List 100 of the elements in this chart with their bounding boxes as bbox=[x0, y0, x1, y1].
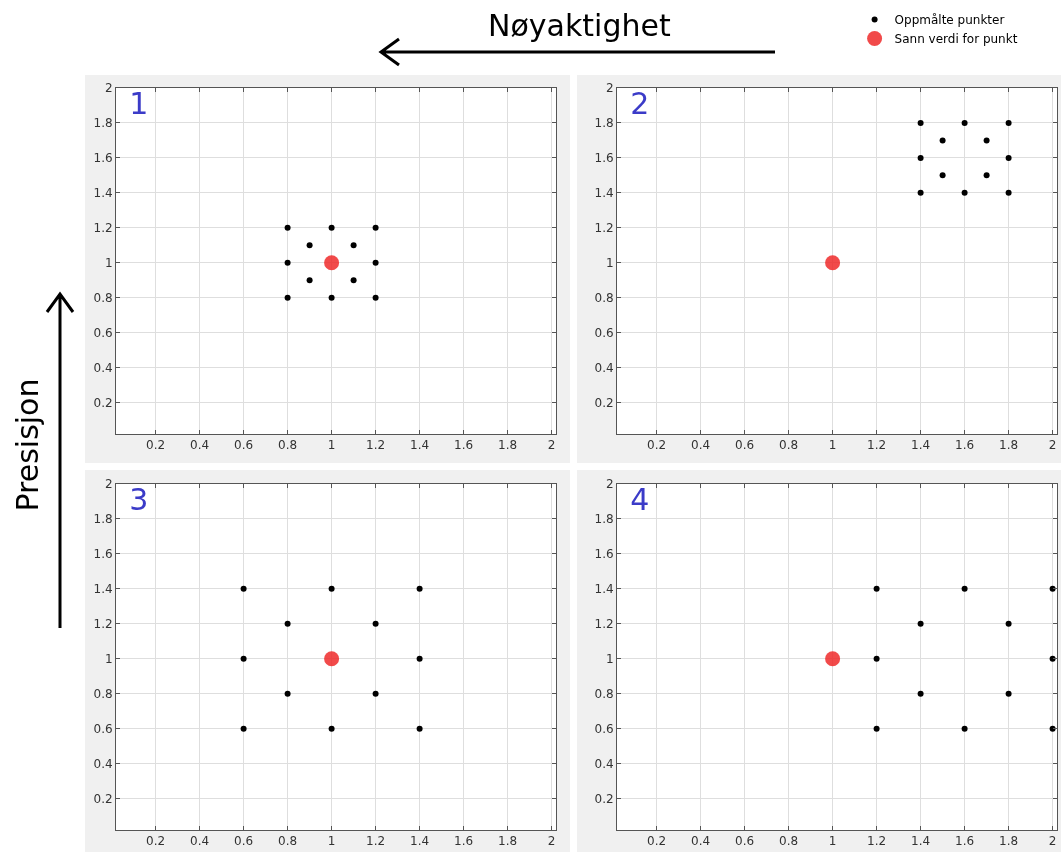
y-tick-label: 0.6 bbox=[594, 325, 614, 340]
x-tick-label: 0.4 bbox=[691, 438, 711, 453]
x-tick-label: 1.6 bbox=[454, 438, 474, 453]
x-tick-label: 1.4 bbox=[911, 834, 931, 849]
point bbox=[416, 585, 423, 592]
point bbox=[328, 224, 335, 231]
chart-title: 1 bbox=[129, 86, 149, 122]
point bbox=[284, 620, 291, 627]
y-tick-label: 1.2 bbox=[594, 617, 614, 631]
y-tick-label: 1 bbox=[605, 651, 614, 666]
x-tick-label: 1.2 bbox=[867, 834, 887, 849]
point bbox=[372, 259, 379, 266]
point bbox=[284, 294, 291, 301]
x-tick-label: 0.2 bbox=[146, 834, 166, 849]
x-tick-label: 0.6 bbox=[234, 834, 254, 849]
y-tick-label: 0.2 bbox=[93, 791, 113, 806]
point bbox=[983, 137, 990, 144]
x-tick-label: 0.8 bbox=[779, 438, 799, 453]
point bbox=[1005, 119, 1012, 126]
point bbox=[240, 725, 247, 732]
point bbox=[240, 585, 247, 592]
x-tick-label: 0.2 bbox=[647, 438, 667, 453]
y-tick-label: 1.6 bbox=[594, 547, 614, 562]
point bbox=[1005, 154, 1012, 161]
x-tick-label: 0.2 bbox=[647, 834, 667, 849]
point bbox=[306, 277, 313, 284]
x-tick-label: 0.6 bbox=[234, 438, 254, 453]
x-tick-label: 1.2 bbox=[867, 438, 887, 453]
point bbox=[917, 154, 924, 161]
point bbox=[240, 655, 247, 662]
y-tick-label: 0.8 bbox=[93, 686, 113, 701]
y-tick-label: 0.2 bbox=[93, 395, 113, 410]
x-tick-label: 2 bbox=[1048, 438, 1057, 453]
x-tick-label: 0.8 bbox=[278, 834, 298, 849]
y-tick-label: 1 bbox=[605, 255, 614, 270]
point bbox=[284, 224, 291, 231]
y-tick-label: 1.6 bbox=[594, 151, 614, 166]
point bbox=[917, 189, 924, 196]
y-tick-label: 0.4 bbox=[594, 756, 614, 771]
point bbox=[416, 725, 423, 732]
x-tick-label: 1.8 bbox=[498, 834, 518, 849]
y-tick-label: 1.8 bbox=[93, 116, 113, 131]
x-tick-label: 1.2 bbox=[366, 834, 386, 849]
y-tick-label: 1.4 bbox=[93, 582, 113, 597]
y-tick-label: 1.6 bbox=[93, 547, 113, 562]
point bbox=[939, 137, 946, 144]
x-tick-label: 1 bbox=[327, 834, 336, 849]
point bbox=[873, 725, 880, 732]
point bbox=[961, 189, 968, 196]
point bbox=[825, 255, 841, 271]
point bbox=[328, 585, 335, 592]
point bbox=[324, 651, 340, 667]
x-tick-label: 0.2 bbox=[146, 438, 166, 453]
x-tick-label: 1.8 bbox=[999, 834, 1019, 849]
y-tick-label: 0.2 bbox=[594, 791, 614, 806]
x-tick-label: 1.8 bbox=[999, 438, 1019, 453]
point bbox=[372, 294, 379, 301]
point bbox=[328, 294, 335, 301]
chart-title: 3 bbox=[129, 482, 149, 518]
y-tick-label: 2 bbox=[605, 81, 614, 96]
x-tick-label: 1.4 bbox=[410, 438, 430, 453]
point bbox=[284, 690, 291, 697]
point bbox=[873, 655, 880, 662]
x-tick-label: 1 bbox=[327, 438, 336, 453]
point bbox=[1005, 620, 1012, 627]
x-tick-label: 1.6 bbox=[955, 834, 975, 849]
chart-title: 2 bbox=[630, 86, 650, 122]
text: Nøyaktighet bbox=[488, 8, 671, 43]
y-tick-label: 2 bbox=[605, 477, 614, 492]
x-tick-label: 1 bbox=[828, 438, 837, 453]
y-tick-label: 0.6 bbox=[594, 721, 614, 736]
y-tick-label: 1 bbox=[104, 651, 113, 666]
y-tick-label: 1.4 bbox=[93, 186, 113, 201]
point bbox=[1049, 655, 1056, 662]
chart-title: 4 bbox=[630, 482, 650, 518]
x-tick-label: 1 bbox=[828, 834, 837, 849]
x-tick-label: 0.4 bbox=[190, 438, 210, 453]
point bbox=[416, 655, 423, 662]
x-tick-label: 1.6 bbox=[955, 438, 975, 453]
x-tick-label: 0.6 bbox=[735, 438, 755, 453]
y-tick-label: 1.8 bbox=[594, 116, 614, 131]
y-tick-label: 1.4 bbox=[594, 582, 614, 597]
y-tick-label: 1.2 bbox=[594, 221, 614, 235]
point bbox=[917, 119, 924, 126]
y-tick-label: 1.2 bbox=[93, 221, 113, 235]
point bbox=[961, 725, 968, 732]
point bbox=[1005, 189, 1012, 196]
y-tick-label: 0.8 bbox=[594, 686, 614, 701]
x-tick-label: 1.4 bbox=[911, 438, 931, 453]
x-tick-label: 0.8 bbox=[779, 834, 799, 849]
text: Presisjon bbox=[9, 378, 45, 512]
point bbox=[372, 620, 379, 627]
y-tick-label: 0.4 bbox=[93, 360, 113, 375]
y-tick-label: 0.6 bbox=[93, 325, 113, 340]
x-tick-label: 0.6 bbox=[735, 834, 755, 849]
point bbox=[825, 651, 841, 667]
y-tick-label: 1.8 bbox=[93, 512, 113, 527]
y-tick-label: 0.4 bbox=[594, 360, 614, 375]
x-tick-label: 2 bbox=[547, 438, 556, 453]
point bbox=[961, 585, 968, 592]
